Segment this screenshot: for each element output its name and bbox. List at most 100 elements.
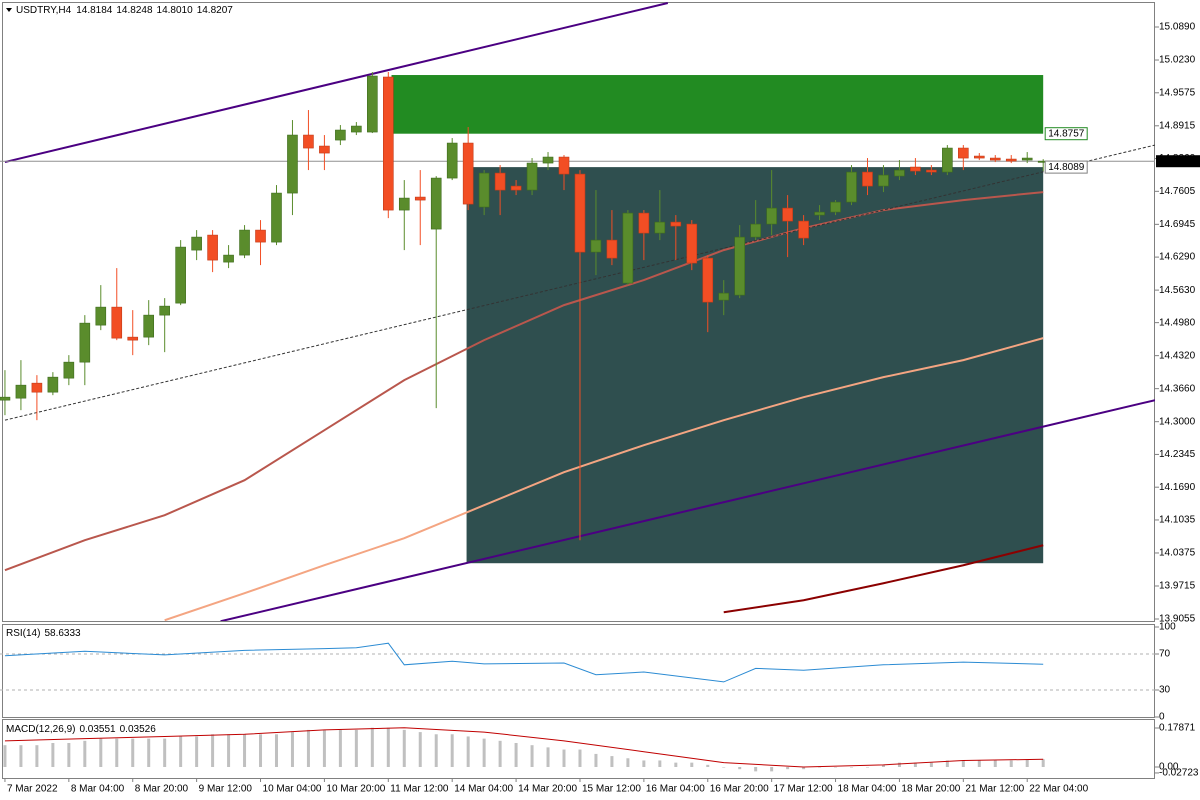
y-tick-label: 14.3660 xyxy=(1159,383,1196,394)
main-plot xyxy=(0,2,1155,621)
y-tick-label: 30 xyxy=(1159,685,1171,696)
candle-body xyxy=(95,306,107,326)
chart-header: USDTRY,H4 14.8184 14.8248 14.8010 14.8207 xyxy=(16,5,233,16)
candle-body xyxy=(111,306,123,339)
macd-bar xyxy=(67,742,71,768)
x-tick-label: 14 Mar 04:00 xyxy=(454,784,513,795)
macd-bar xyxy=(786,767,790,770)
menu-triangle[interactable] xyxy=(6,8,12,12)
macd-bar xyxy=(514,742,518,768)
macd-bar xyxy=(19,745,23,768)
candle-body xyxy=(0,396,11,401)
ohlc-close: 14.8207 xyxy=(197,5,234,16)
moving-average xyxy=(164,337,1044,621)
candle-body xyxy=(973,155,985,159)
candle-body xyxy=(910,166,921,172)
zone-label-box xyxy=(1044,127,1088,141)
y-tick-label: 14.7605 xyxy=(1159,186,1196,197)
macd-bar xyxy=(530,745,534,768)
candle-body xyxy=(622,212,634,284)
macd-bar xyxy=(51,742,55,768)
ohlc-high: 14.8248 xyxy=(116,5,153,16)
candle-body xyxy=(303,134,314,149)
macd-bar xyxy=(434,734,438,768)
candle-body xyxy=(430,177,442,230)
candle-body xyxy=(398,197,410,211)
candle-body xyxy=(414,196,426,201)
y-tick-label: 0.17871 xyxy=(1159,723,1196,734)
candle-body xyxy=(734,236,746,296)
y-tick-label: 13.9715 xyxy=(1159,581,1196,592)
macd-bar xyxy=(35,745,39,768)
macd-bar xyxy=(227,734,231,768)
macd-plot xyxy=(3,727,1045,772)
candle-body xyxy=(462,142,474,205)
y-tick-label: 14.1690 xyxy=(1159,482,1196,493)
candle-body xyxy=(47,376,59,393)
trendline xyxy=(220,399,1155,621)
candle-body xyxy=(989,157,1001,161)
candle-body xyxy=(31,382,43,393)
y-tick-label: 70 xyxy=(1159,649,1171,660)
macd-bar xyxy=(977,760,981,768)
ohlc-low: 14.8010 xyxy=(157,5,194,16)
macd-bar xyxy=(562,749,566,768)
candle-body xyxy=(383,76,394,211)
zone-rectangle xyxy=(391,75,1044,134)
candle-body xyxy=(143,314,155,338)
macd-bar xyxy=(1025,759,1029,768)
x-tick-label: 15 Mar 12:00 xyxy=(582,784,641,795)
x-tick-label: 22 Mar 04:00 xyxy=(1029,784,1088,795)
candle-body xyxy=(367,75,378,133)
rsi-line xyxy=(4,642,1044,683)
y-tick-label: 14.3000 xyxy=(1159,416,1196,427)
candle-body xyxy=(319,145,330,154)
x-tick-label: 14 Mar 20:00 xyxy=(518,784,577,795)
macd-bar xyxy=(738,767,742,770)
macd-bar xyxy=(865,767,869,768)
macd-header: MACD(12,26,9) 0.03551 0.03526 xyxy=(6,724,156,735)
macd-bar xyxy=(131,738,135,768)
candle-body xyxy=(223,254,234,263)
x-tick-label: 7 Mar 2022 xyxy=(7,784,58,795)
price-box-label: 14.8207 xyxy=(1159,156,1196,167)
y-tick-label: 14.8915 xyxy=(1159,120,1196,131)
macd-bar xyxy=(195,736,199,768)
macd-bar xyxy=(1009,760,1013,768)
candle-body xyxy=(814,211,825,216)
candle-body xyxy=(127,336,139,341)
macd-title: MACD(12,26,9) xyxy=(6,724,75,735)
y-tick-label: 0 xyxy=(1159,712,1165,723)
y-tick-label: 14.5630 xyxy=(1159,285,1196,296)
macd-bar xyxy=(706,764,710,768)
candle-body xyxy=(670,221,682,227)
macd-bar xyxy=(897,762,901,768)
candle-body xyxy=(702,257,714,303)
macd-bar xyxy=(243,734,247,768)
moving-average xyxy=(723,544,1044,614)
rsi-plot xyxy=(0,642,1155,691)
macd-bar xyxy=(322,729,326,768)
symbol-title: USDTRY,H4 xyxy=(16,5,72,16)
macd-bar xyxy=(211,734,215,768)
macd-bar xyxy=(690,762,694,768)
trendline xyxy=(4,2,669,164)
x-tick-label: 17 Mar 12:00 xyxy=(774,784,833,795)
macd-bar xyxy=(578,749,582,768)
y-tick-label: -0.02723 xyxy=(1159,768,1199,779)
x-tick-label: 9 Mar 12:00 xyxy=(199,784,253,795)
y-tick-label: 15.0230 xyxy=(1159,55,1196,66)
x-tick-label: 16 Mar 20:00 xyxy=(710,784,769,795)
y-tick-label: 14.2345 xyxy=(1159,449,1196,460)
candle-body xyxy=(542,156,554,164)
x-tick-label: 10 Mar 04:00 xyxy=(263,784,322,795)
candle-body xyxy=(558,156,570,175)
macd-bar xyxy=(658,760,662,768)
signal-value: 0.03526 xyxy=(120,724,157,735)
candle-body xyxy=(255,229,266,243)
y-tick-label: 14.6290 xyxy=(1159,252,1196,263)
macd-bar xyxy=(642,760,646,768)
macd-bar xyxy=(722,767,726,768)
